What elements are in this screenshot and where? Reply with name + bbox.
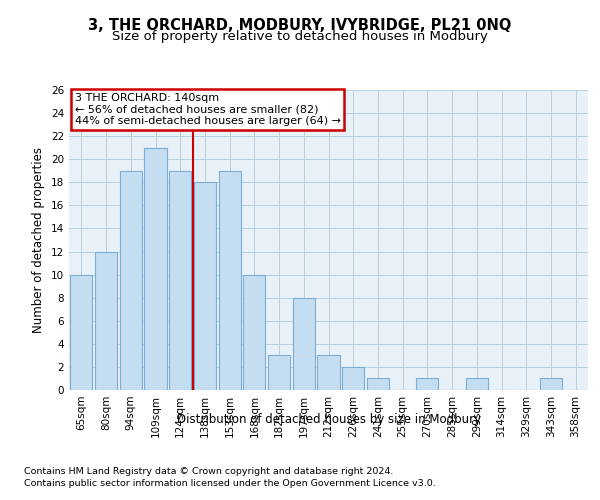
Y-axis label: Number of detached properties: Number of detached properties: [32, 147, 46, 333]
Bar: [70, 274, 92, 390]
Bar: [466, 378, 488, 390]
Bar: [268, 356, 290, 390]
Bar: [95, 252, 117, 390]
Text: Contains HM Land Registry data © Crown copyright and database right 2024.: Contains HM Land Registry data © Crown c…: [24, 468, 394, 476]
Bar: [317, 356, 340, 390]
Text: 3, THE ORCHARD, MODBURY, IVYBRIDGE, PL21 0NQ: 3, THE ORCHARD, MODBURY, IVYBRIDGE, PL21…: [88, 18, 512, 32]
Text: Contains public sector information licensed under the Open Government Licence v3: Contains public sector information licen…: [24, 479, 436, 488]
Bar: [540, 378, 562, 390]
Bar: [243, 274, 265, 390]
Text: Distribution of detached houses by size in Modbury: Distribution of detached houses by size …: [177, 412, 481, 426]
Text: 3 THE ORCHARD: 140sqm
← 56% of detached houses are smaller (82)
44% of semi-deta: 3 THE ORCHARD: 140sqm ← 56% of detached …: [74, 93, 341, 126]
Bar: [194, 182, 216, 390]
Bar: [342, 367, 364, 390]
Text: Size of property relative to detached houses in Modbury: Size of property relative to detached ho…: [112, 30, 488, 43]
Bar: [145, 148, 167, 390]
Bar: [367, 378, 389, 390]
Bar: [119, 171, 142, 390]
Bar: [293, 298, 315, 390]
Bar: [416, 378, 439, 390]
Bar: [169, 171, 191, 390]
Bar: [218, 171, 241, 390]
